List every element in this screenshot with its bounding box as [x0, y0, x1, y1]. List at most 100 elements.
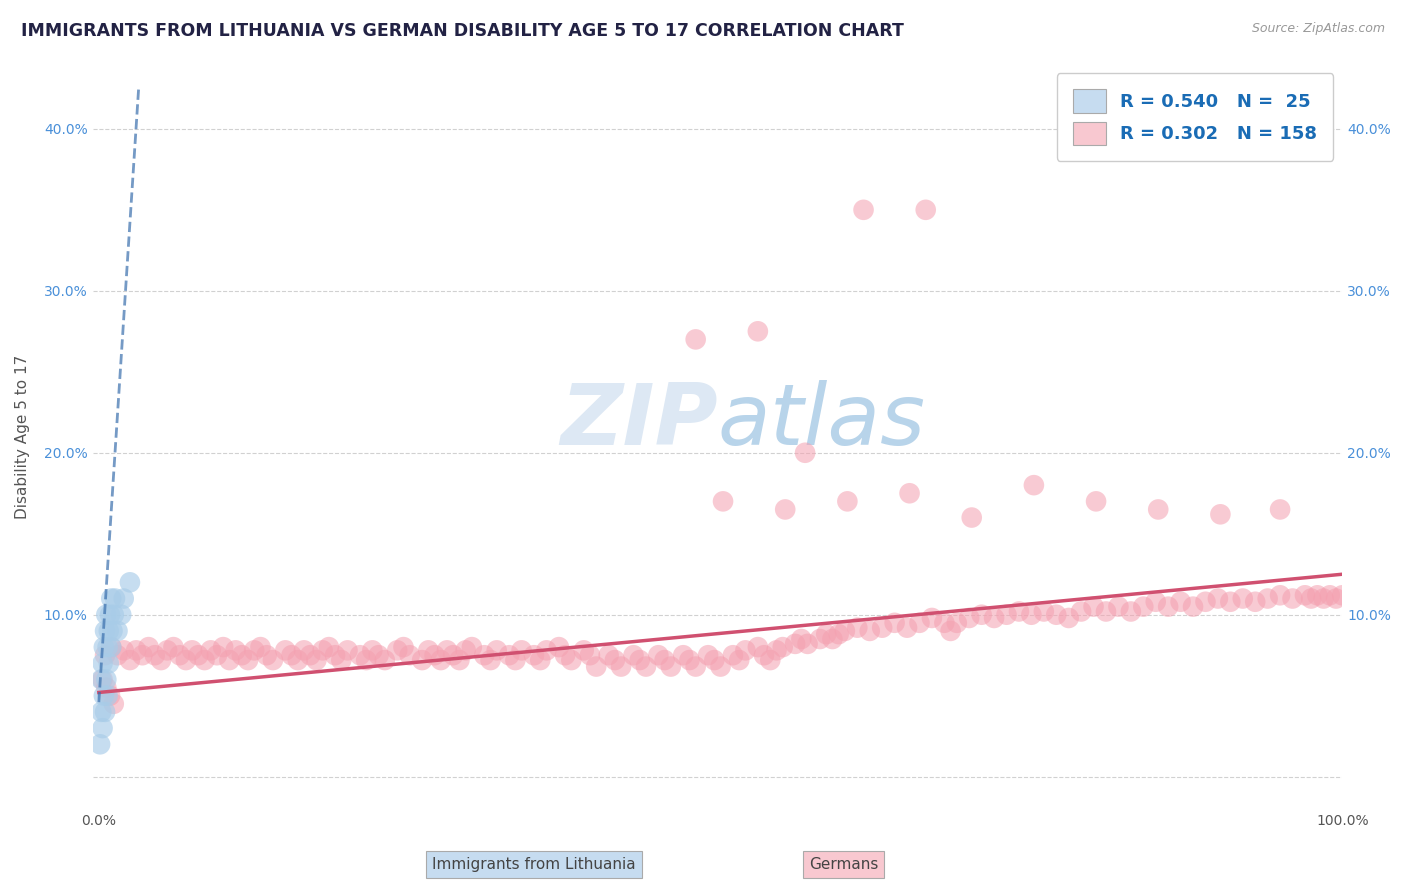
Point: [112, 591, 135, 606]
Point: [1083, 599, 1105, 614]
Point: [859, 624, 882, 638]
Point: [100, 591, 122, 606]
Point: [523, 648, 546, 663]
Point: [1147, 502, 1170, 516]
Point: [472, 648, 495, 663]
Point: [1268, 588, 1291, 602]
Point: [90, 705, 112, 719]
Point: [603, 653, 626, 667]
Point: [236, 653, 259, 667]
Point: [97, 657, 120, 671]
Point: [392, 640, 415, 654]
Point: [1182, 599, 1205, 614]
Point: [193, 653, 215, 667]
Point: [287, 653, 309, 667]
Point: [218, 653, 240, 667]
Point: [107, 624, 129, 638]
Point: [1144, 595, 1167, 609]
Point: [647, 648, 669, 663]
Point: [790, 632, 813, 646]
Point: [336, 643, 359, 657]
Point: [834, 624, 856, 638]
Point: [101, 624, 124, 638]
Point: [939, 624, 962, 638]
Point: [249, 640, 271, 654]
Point: [1268, 502, 1291, 516]
Point: [1324, 591, 1347, 606]
Point: [103, 607, 125, 622]
Point: [156, 643, 179, 657]
Point: [505, 653, 527, 667]
Point: [572, 643, 595, 657]
Point: [256, 648, 278, 663]
Point: [243, 643, 266, 657]
Point: [262, 653, 284, 667]
Point: [94, 648, 117, 663]
Point: [747, 324, 769, 338]
Point: [441, 648, 464, 663]
Point: [436, 643, 458, 657]
Point: [1032, 605, 1054, 619]
Point: [205, 648, 228, 663]
Point: [150, 653, 173, 667]
Point: [1301, 591, 1323, 606]
Point: [914, 202, 936, 217]
Point: [765, 643, 787, 657]
Point: [91, 657, 114, 671]
Text: Germans: Germans: [808, 857, 879, 872]
Point: [100, 640, 122, 654]
Point: [96, 681, 118, 695]
Point: [387, 643, 409, 657]
Point: [200, 643, 222, 657]
Point: [921, 611, 943, 625]
Point: [1232, 591, 1254, 606]
Point: [479, 653, 502, 667]
Point: [461, 640, 484, 654]
Point: [90, 673, 112, 687]
Point: [89, 737, 111, 751]
Point: [1157, 599, 1180, 614]
Point: [995, 607, 1018, 622]
Point: [367, 648, 389, 663]
Point: [846, 621, 869, 635]
Point: [898, 486, 921, 500]
Point: [225, 643, 247, 657]
Point: [815, 627, 838, 641]
Point: [794, 446, 817, 460]
Point: [759, 653, 782, 667]
Point: [305, 653, 328, 667]
Point: [299, 648, 322, 663]
Point: [104, 591, 127, 606]
Point: [908, 615, 931, 630]
Point: [1219, 595, 1241, 609]
Point: [654, 653, 676, 667]
Point: [1281, 591, 1303, 606]
Legend: R = 0.540   N =  25, R = 0.302   N = 158: R = 0.540 N = 25, R = 0.302 N = 158: [1057, 73, 1333, 161]
Point: [323, 648, 346, 663]
Point: [1070, 605, 1092, 619]
Point: [772, 640, 794, 654]
Point: [91, 721, 114, 735]
Point: [1095, 605, 1118, 619]
Point: [1194, 595, 1216, 609]
Point: [131, 648, 153, 663]
Point: [837, 494, 859, 508]
Point: [1022, 478, 1045, 492]
Point: [169, 648, 191, 663]
Point: [734, 643, 756, 657]
Point: [628, 653, 651, 667]
Point: [430, 653, 453, 667]
Point: [418, 643, 440, 657]
Point: [821, 632, 844, 646]
Point: [93, 689, 115, 703]
Point: [685, 332, 707, 346]
Point: [728, 653, 751, 667]
Point: [983, 611, 1005, 625]
Point: [1257, 591, 1279, 606]
Point: [143, 648, 166, 663]
Point: [311, 643, 333, 657]
Point: [138, 640, 160, 654]
Point: [318, 640, 340, 654]
Point: [623, 648, 645, 663]
Point: [454, 643, 477, 657]
